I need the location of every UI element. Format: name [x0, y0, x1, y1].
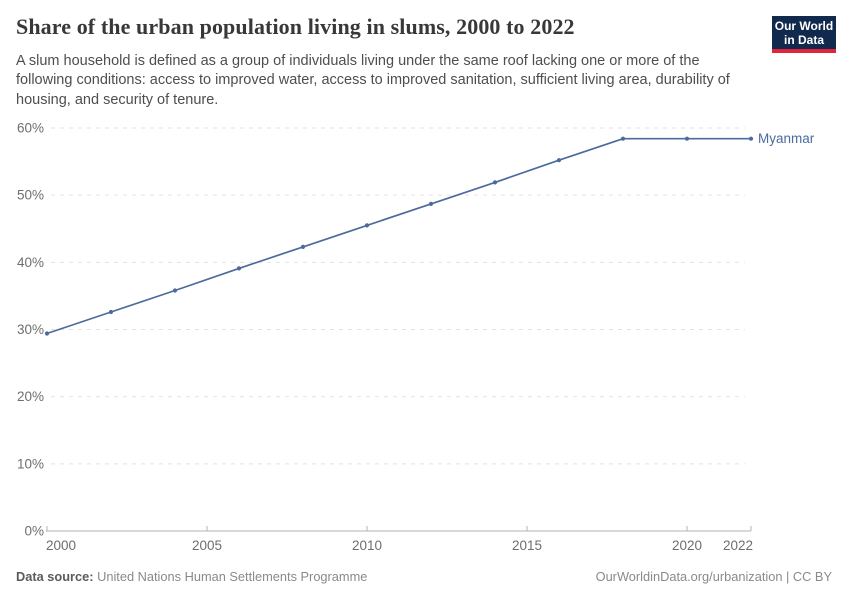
data-point — [556, 158, 562, 163]
data-point — [492, 180, 498, 185]
license-note: OurWorldinData.org/urbanization | CC BY — [595, 569, 832, 584]
data-point — [620, 136, 626, 141]
owid-logo-stripe — [772, 49, 836, 54]
data-point — [236, 266, 242, 271]
x-axis-label: 2000 — [46, 538, 76, 553]
data-source-value: United Nations Human Settlements Program… — [97, 569, 368, 584]
data-point — [172, 288, 178, 293]
data-point — [684, 136, 690, 141]
series-label-myanmar: Myanmar — [758, 131, 815, 146]
y-axis-label: 30% — [17, 322, 44, 337]
x-axis-label: 2010 — [352, 538, 382, 553]
y-axis-label: 60% — [17, 121, 44, 136]
data-point — [108, 309, 114, 315]
y-axis-label: 20% — [17, 389, 44, 404]
chart-title: Share of the urban population living in … — [16, 14, 575, 39]
chart-subtitle: A slum household is defined as a group o… — [16, 53, 730, 108]
data-point — [748, 136, 754, 141]
owid-logo-line1: Our World — [774, 19, 834, 33]
owid-logo: Our World in Data — [772, 16, 836, 54]
x-axis-label: 2005 — [192, 538, 222, 553]
owid-logo-text: Our World in Data — [772, 16, 836, 50]
x-axis-label: 2022 — [723, 538, 753, 553]
owid-logo-line2: in Data — [783, 33, 824, 48]
data-point — [428, 201, 434, 206]
y-axis-label: 40% — [17, 255, 44, 270]
y-axis-label: 10% — [17, 456, 44, 471]
x-axis-label: 2015 — [512, 538, 542, 553]
data-point — [300, 244, 306, 249]
series-line-myanmar — [46, 137, 751, 335]
data-source-label: Data source: — [16, 569, 94, 584]
data-point — [44, 331, 50, 336]
chart-footer: Data source: United Nations Human Settle… — [16, 569, 832, 584]
data-point — [364, 223, 370, 228]
x-axis-label: 2020 — [672, 538, 702, 553]
y-axis-label: 0% — [24, 524, 44, 539]
data-source: Data source: United Nations Human Settle… — [16, 569, 367, 584]
y-axis-label: 50% — [17, 188, 44, 203]
